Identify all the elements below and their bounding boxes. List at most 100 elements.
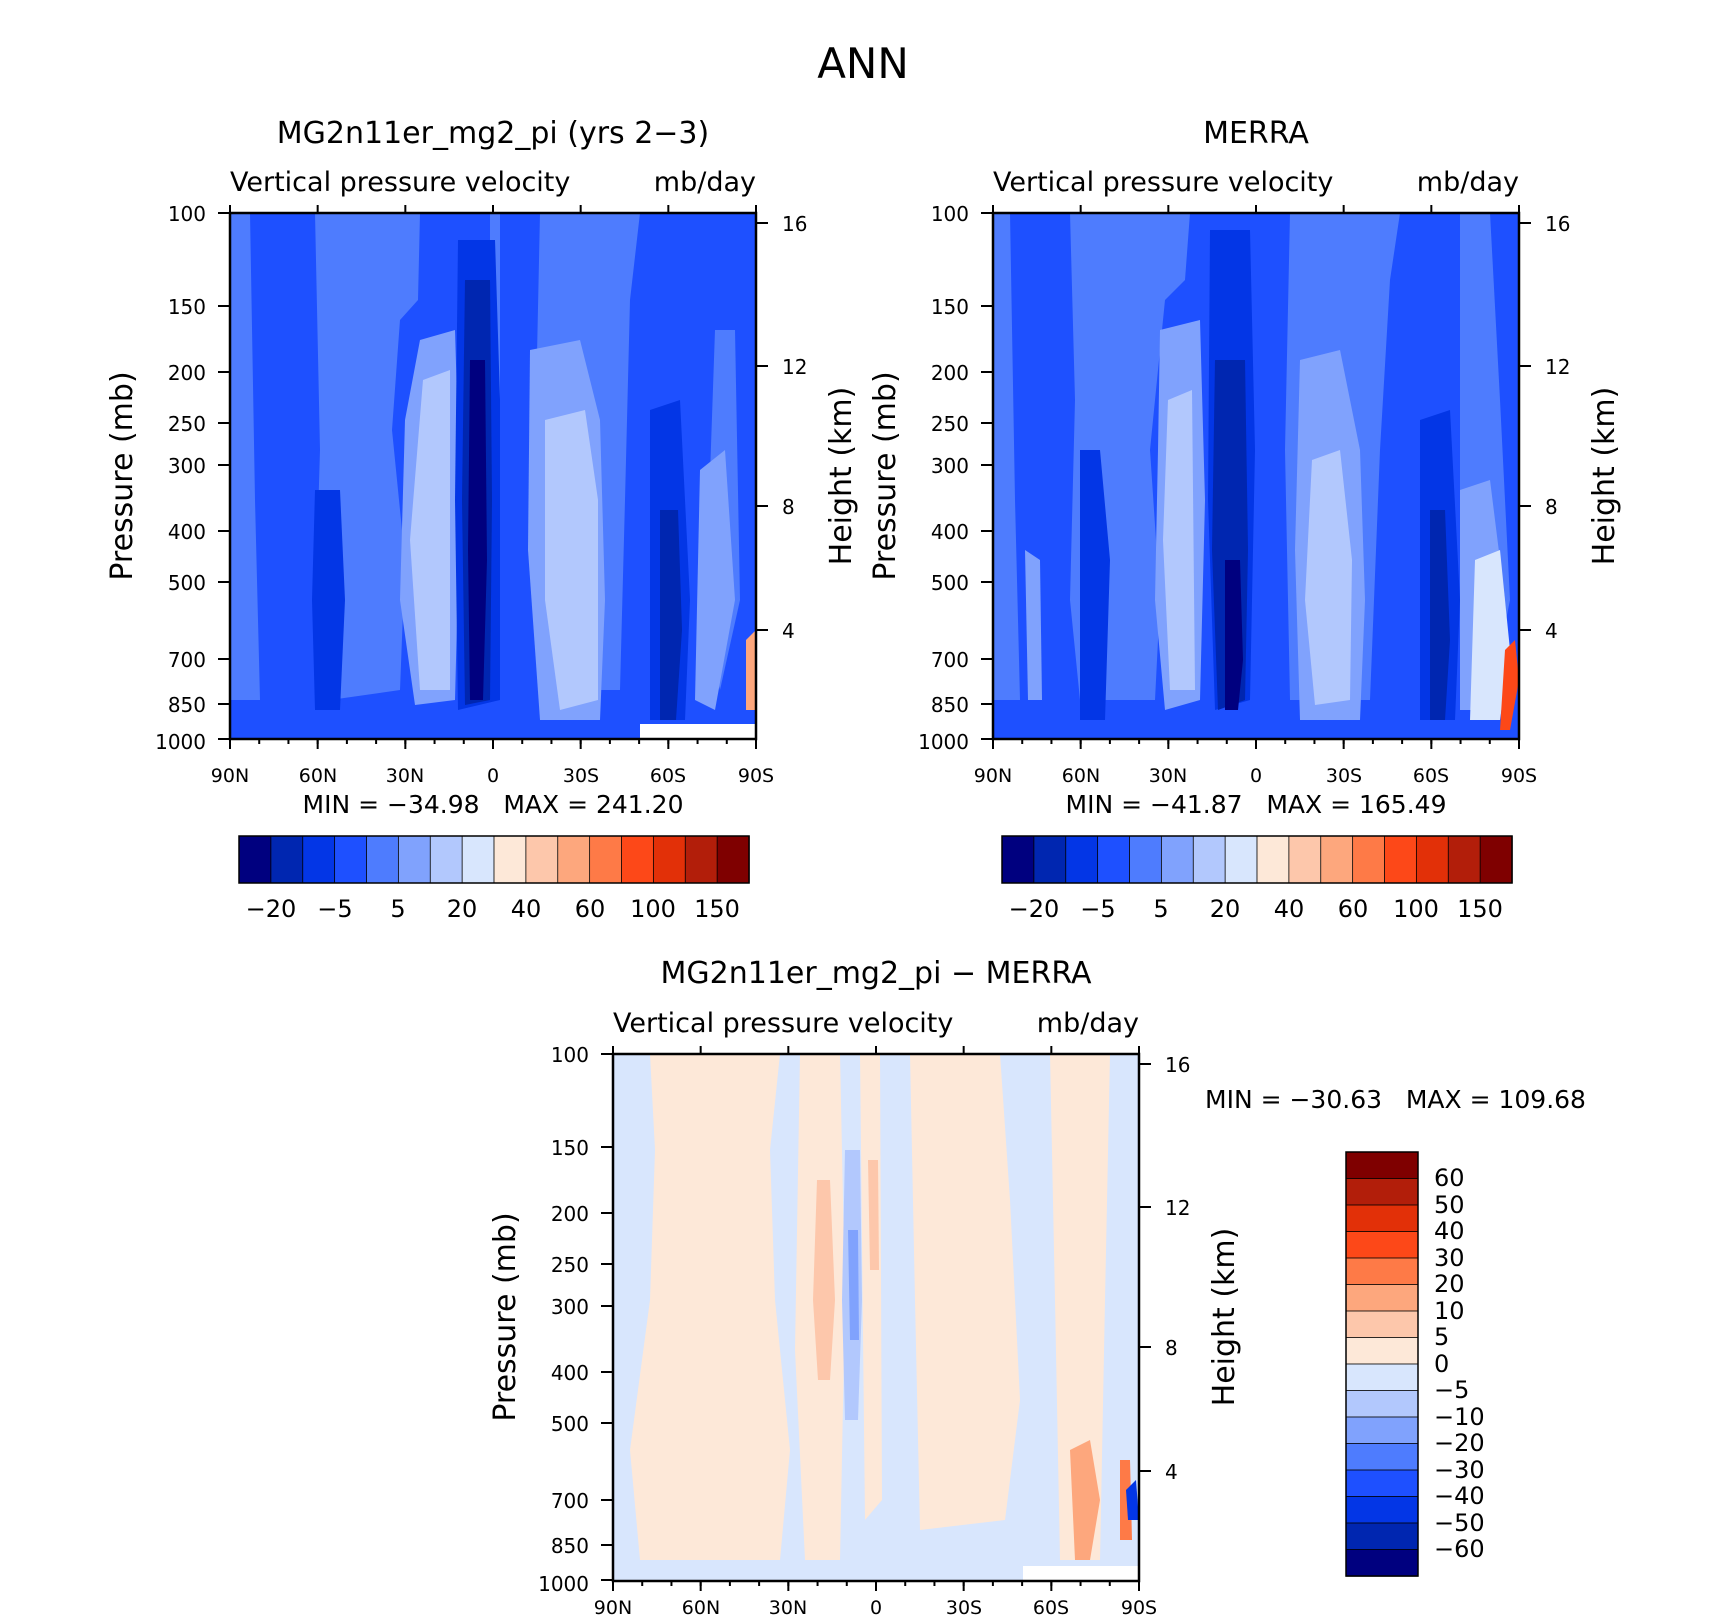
colorbar-label: 100	[630, 895, 676, 923]
colorbar-label: 100	[1393, 895, 1439, 923]
colorbar-cell	[1345, 1257, 1419, 1286]
colorbar-cells	[1001, 835, 1513, 884]
colorbar-cell	[652, 835, 686, 884]
colorbar-cells	[238, 835, 750, 884]
colorbar: 60 50 40 30 20 10 5 0 −5 −10 −20 −30 −40…	[1345, 1151, 1485, 1577]
height-tick-label: 16	[782, 212, 807, 236]
y2-axis-ticks: 16 12 8 4	[1165, 1053, 1190, 1484]
y-tick-label: 150	[168, 295, 206, 319]
colorbar-cell	[1345, 1231, 1419, 1259]
colorbar-label: 150	[1457, 895, 1503, 923]
contour-field	[613, 1054, 1139, 1581]
contour-band	[468, 360, 487, 700]
main-title: ANN	[817, 39, 909, 88]
contour-field	[993, 213, 1519, 739]
colorbar-cell	[1033, 835, 1067, 884]
contour-band	[695, 450, 735, 710]
min-max-label: MIN = −30.63 MAX = 109.68	[1205, 1085, 1586, 1114]
y-tick-label: 1000	[155, 730, 206, 754]
panel-difference: MG2n11er_mg2_pi − MERRA Vertical pressur…	[488, 956, 1586, 1616]
contour-band	[1025, 550, 1042, 700]
y-tick-label: 200	[551, 1202, 589, 1226]
y-tick-label: 400	[168, 520, 206, 544]
colorbar-label: −20	[1434, 1429, 1485, 1457]
contour-band	[868, 1160, 879, 1270]
colorbar-cell	[366, 835, 400, 884]
y-tick-label: 300	[168, 454, 206, 478]
colorbar-label: −50	[1434, 1509, 1485, 1537]
x-tick-label: 60S	[1033, 1597, 1069, 1616]
variable-label: Vertical pressure velocity	[613, 1008, 953, 1039]
colorbar-cell	[493, 835, 527, 884]
colorbar-cell	[1345, 1151, 1419, 1180]
contour-band	[1080, 450, 1110, 720]
contour-band	[910, 1054, 1020, 1530]
x-tick-label: 30N	[769, 1597, 807, 1616]
height-tick-label: 12	[1165, 1196, 1190, 1220]
colorbar-cell	[1345, 1496, 1419, 1524]
height-tick-label: 16	[1545, 212, 1570, 236]
panel-title: MERRA	[1203, 116, 1309, 151]
contour-band	[1225, 560, 1243, 710]
colorbar-label: 40	[511, 895, 542, 923]
height-tick-label: 12	[1545, 355, 1570, 379]
colorbar-labels: 60 50 40 30 20 10 5 0 −5 −10 −20 −30 −40…	[1434, 1164, 1485, 1563]
y-axis-label: Pressure (mb)	[488, 1212, 523, 1421]
contour-band	[1500, 640, 1519, 730]
y-tick-label: 250	[168, 412, 206, 436]
colorbar-label: 30	[1434, 1244, 1465, 1272]
y-tick-label: 150	[551, 1136, 589, 1160]
min-max-label: MIN = −34.98 MAX = 241.20	[303, 790, 684, 819]
height-tick-label: 16	[1165, 1053, 1190, 1077]
colorbar-cell	[1345, 1178, 1419, 1206]
x-tick-label: 30N	[1149, 765, 1187, 787]
contour-band	[746, 630, 756, 710]
height-tick-label: 12	[782, 355, 807, 379]
colorbar-frame	[1001, 835, 1513, 884]
contour-band	[1126, 1480, 1139, 1520]
colorbar-cell	[302, 835, 336, 884]
y-tick-label: 850	[168, 693, 206, 717]
colorbar-cell	[270, 835, 304, 884]
colorbar-label: −10	[1434, 1403, 1485, 1431]
contour-band	[1430, 510, 1450, 720]
colorbar-cell	[1345, 1363, 1419, 1392]
colorbar-label: 20	[1434, 1270, 1465, 1298]
colorbar-label: −5	[1080, 895, 1115, 923]
colorbar-cell	[716, 835, 750, 884]
colorbar-cell	[334, 835, 368, 884]
x-tick-label: 0	[870, 1597, 882, 1616]
contour-band	[545, 410, 598, 710]
y-tick-label: 700	[551, 1489, 589, 1513]
colorbar-cell	[684, 835, 718, 884]
colorbar-cell	[589, 835, 623, 884]
colorbar-cell	[1129, 835, 1163, 884]
height-tick-label: 8	[782, 495, 795, 519]
x-tick-label: 60N	[1062, 765, 1100, 787]
colorbar-cell	[1097, 835, 1131, 884]
x-tick-label: 30S	[946, 1597, 982, 1616]
y-tick-label: 500	[551, 1412, 589, 1436]
units-label: mb/day	[1037, 1008, 1139, 1039]
panel-title: MG2n11er_mg2_pi − MERRA	[661, 956, 1092, 991]
colorbar-cell	[461, 835, 495, 884]
colorbar-cell	[1320, 835, 1354, 884]
x-tick-label: 90N	[211, 765, 249, 787]
contour-band	[312, 490, 345, 710]
panel-model: MG2n11er_mg2_pi (yrs 2−3) Vertical press…	[105, 116, 859, 923]
x-tick-label: 60S	[1413, 765, 1449, 787]
y-axis-ticks: 100 150 200 250 300 400 500 700 850 1000	[918, 202, 969, 754]
y2-axis-ticks: 16 12 8 4	[782, 212, 807, 643]
y-axis-ticks: 100 150 200 250 300 400 500 700 850 1000	[155, 202, 206, 754]
y-tick-label: 300	[931, 454, 969, 478]
missing-data-patch	[640, 724, 756, 739]
colorbar-label: −5	[317, 895, 352, 923]
colorbar-cells	[1345, 1151, 1419, 1577]
colorbar-cell	[1345, 1443, 1419, 1471]
colorbar-label: −40	[1434, 1482, 1485, 1510]
y-axis-label: Pressure (mb)	[868, 371, 903, 580]
colorbar-label: −20	[1009, 895, 1060, 923]
colorbar-cell	[1345, 1549, 1419, 1577]
x-tick-label: 30N	[386, 765, 424, 787]
